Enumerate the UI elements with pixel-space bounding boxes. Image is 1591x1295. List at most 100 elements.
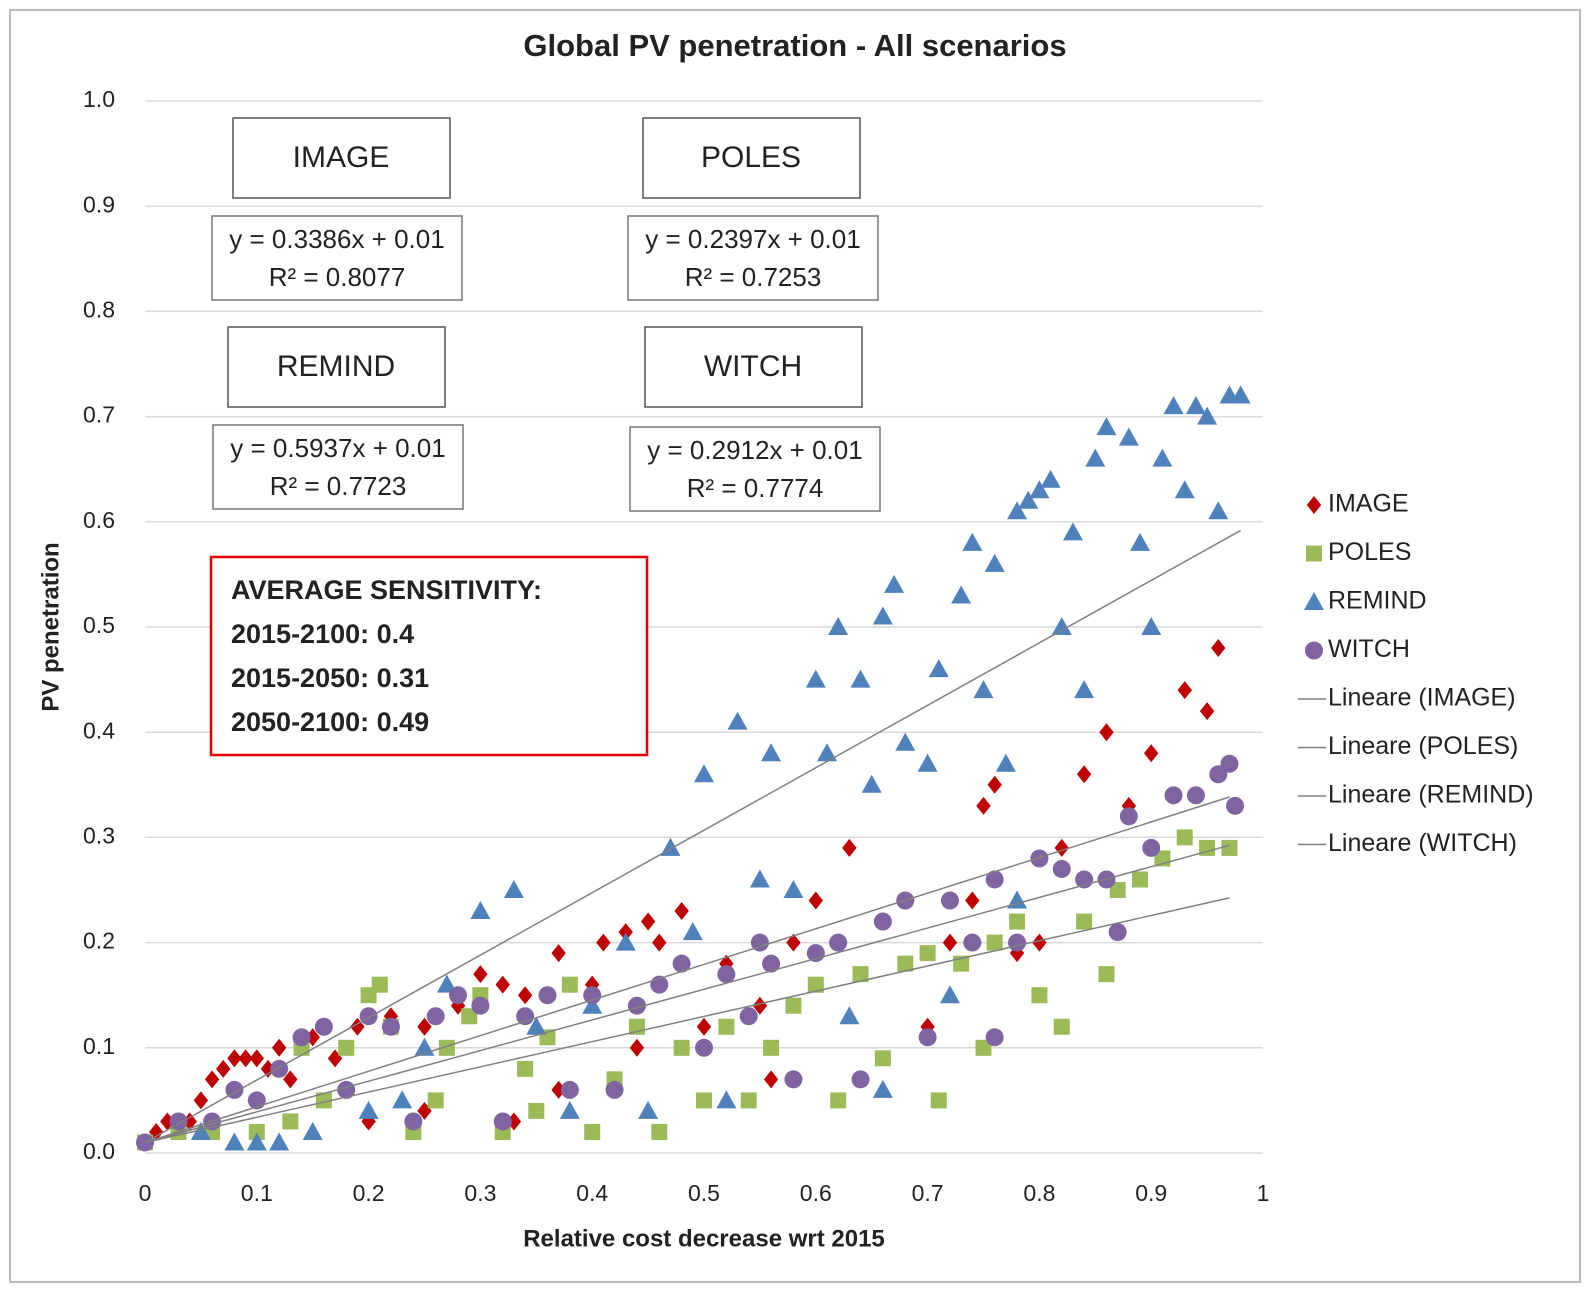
equation: y = 0.3386x + 0.01	[229, 224, 444, 254]
model-label-box	[642, 117, 861, 199]
data-point	[381, 1017, 400, 1036]
chart-title: Global PV penetration - All scenarios	[523, 28, 1066, 63]
data-point	[449, 986, 468, 1005]
model-label: REMIND	[277, 350, 395, 383]
data-point	[1118, 427, 1139, 446]
data-point	[314, 1017, 333, 1036]
data-point	[951, 585, 972, 604]
data-point	[517, 1060, 534, 1077]
legend-label: Lineare (POLES)	[1328, 732, 1518, 760]
trendline	[144, 796, 1230, 1144]
legend-label: POLES	[1328, 538, 1411, 566]
data-point	[292, 1028, 311, 1047]
sensitivity-line: 2015-2100: 0.4	[231, 619, 414, 649]
data-point	[872, 1079, 893, 1098]
data-point	[696, 1017, 712, 1036]
data-point	[638, 1100, 659, 1119]
data-point	[674, 902, 689, 921]
data-point	[739, 1007, 758, 1026]
data-point	[1032, 933, 1047, 952]
data-point	[1176, 829, 1193, 846]
data-point	[560, 1080, 579, 1099]
r-squared: R² = 0.7774	[687, 473, 824, 503]
data-point	[783, 880, 804, 898]
model-label: IMAGE	[293, 141, 390, 174]
x-tick-label: 0.9	[1135, 1180, 1167, 1206]
data-point	[727, 711, 748, 730]
sensitivity-line: AVERAGE SENSITIVITY:	[231, 575, 542, 605]
data-point	[436, 974, 457, 993]
r-squared: R² = 0.7723	[270, 471, 407, 501]
data-point	[761, 743, 782, 762]
data-point	[861, 774, 882, 793]
data-point	[1141, 617, 1162, 635]
data-point	[1008, 933, 1027, 952]
x-tick-label: 0.7	[912, 1180, 944, 1206]
data-point	[1076, 765, 1092, 784]
r-squared: R² = 0.7253	[685, 262, 822, 292]
data-point	[828, 617, 849, 635]
data-point	[1007, 890, 1028, 909]
data-point	[1142, 838, 1161, 857]
y-tick-label: 0.2	[83, 928, 115, 954]
data-point	[528, 1102, 545, 1119]
data-point	[629, 1038, 645, 1057]
data-point	[717, 965, 736, 984]
data-point	[1185, 396, 1206, 415]
data-point	[740, 1092, 757, 1109]
y-tick-label: 0.1	[83, 1033, 115, 1059]
data-point	[559, 1100, 580, 1119]
data-point	[976, 796, 991, 815]
data-point	[752, 996, 768, 1015]
data-point	[1052, 859, 1071, 878]
trendline	[144, 529, 1242, 1144]
data-point	[808, 891, 823, 910]
data-point	[1031, 987, 1048, 1004]
y-tick-label: 0.9	[83, 191, 115, 217]
data-point	[807, 976, 824, 993]
data-point	[965, 891, 980, 910]
data-point	[1226, 796, 1245, 815]
data-point	[358, 1100, 379, 1119]
data-point	[470, 901, 491, 920]
data-point	[1119, 807, 1138, 826]
data-point	[583, 986, 602, 1005]
data-point	[984, 553, 1005, 572]
data-point	[271, 1038, 287, 1057]
data-point	[516, 1007, 535, 1026]
data-point	[585, 975, 600, 994]
y-tick-label: 0.7	[83, 402, 115, 428]
equation-box	[629, 426, 881, 512]
data-point	[551, 944, 566, 963]
data-point	[852, 966, 869, 983]
data-point	[895, 732, 916, 751]
y-tick-label: 1.0	[83, 86, 115, 112]
data-point	[246, 1132, 267, 1151]
data-point	[270, 1059, 289, 1078]
data-point	[417, 1017, 432, 1036]
equation: y = 0.2397x + 0.01	[645, 224, 860, 254]
data-point	[785, 997, 802, 1014]
data-point	[1221, 839, 1238, 856]
data-point	[526, 1016, 547, 1035]
data-point	[204, 1070, 220, 1089]
data-point	[371, 976, 388, 993]
data-point	[238, 1049, 253, 1068]
data-point	[404, 1112, 423, 1131]
data-point	[962, 532, 983, 551]
x-tick-label: 0.8	[1023, 1180, 1055, 1206]
data-point	[193, 1091, 209, 1110]
data-point	[930, 1092, 947, 1109]
data-point	[1029, 480, 1050, 499]
data-point	[850, 669, 871, 688]
legend-label: Lineare (REMIND)	[1328, 781, 1534, 809]
x-tick-label: 0.6	[800, 1180, 832, 1206]
data-point	[596, 933, 611, 952]
data-point	[1144, 744, 1159, 763]
data-point	[495, 975, 510, 994]
x-tick-label: 1	[1257, 1180, 1270, 1206]
data-point	[1130, 532, 1151, 551]
data-point	[503, 880, 524, 898]
data-point	[224, 1132, 245, 1151]
